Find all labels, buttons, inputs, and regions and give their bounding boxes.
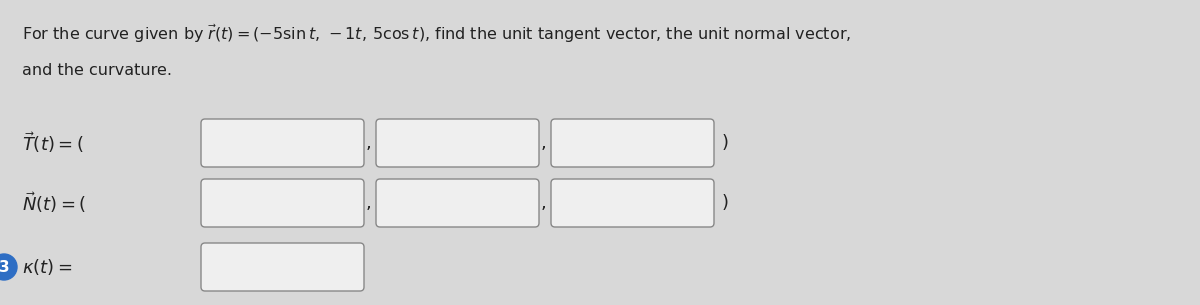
Text: $\kappa(t) =$: $\kappa(t) =$	[22, 257, 72, 277]
Text: ,: ,	[366, 194, 372, 212]
FancyBboxPatch shape	[200, 179, 364, 227]
Text: ,: ,	[541, 194, 547, 212]
FancyBboxPatch shape	[551, 179, 714, 227]
Text: For the curve given by $\vec{r}(t) = (-5\sin t,\,-1t,\,5\cos t)$, find the unit : For the curve given by $\vec{r}(t) = (-5…	[22, 23, 851, 45]
Text: ,: ,	[541, 134, 547, 152]
FancyBboxPatch shape	[551, 119, 714, 167]
Text: and the curvature.: and the curvature.	[22, 63, 172, 78]
FancyBboxPatch shape	[376, 119, 539, 167]
Text: $\vec{N}(t) = ($: $\vec{N}(t) = ($	[22, 191, 86, 215]
Circle shape	[0, 254, 17, 280]
Text: $\vec{T}(t) = ($: $\vec{T}(t) = ($	[22, 131, 84, 156]
FancyBboxPatch shape	[200, 119, 364, 167]
FancyBboxPatch shape	[200, 243, 364, 291]
Text: 3: 3	[0, 260, 10, 274]
Text: ): )	[722, 194, 730, 212]
Text: ): )	[722, 134, 730, 152]
Text: ,: ,	[366, 134, 372, 152]
FancyBboxPatch shape	[376, 179, 539, 227]
